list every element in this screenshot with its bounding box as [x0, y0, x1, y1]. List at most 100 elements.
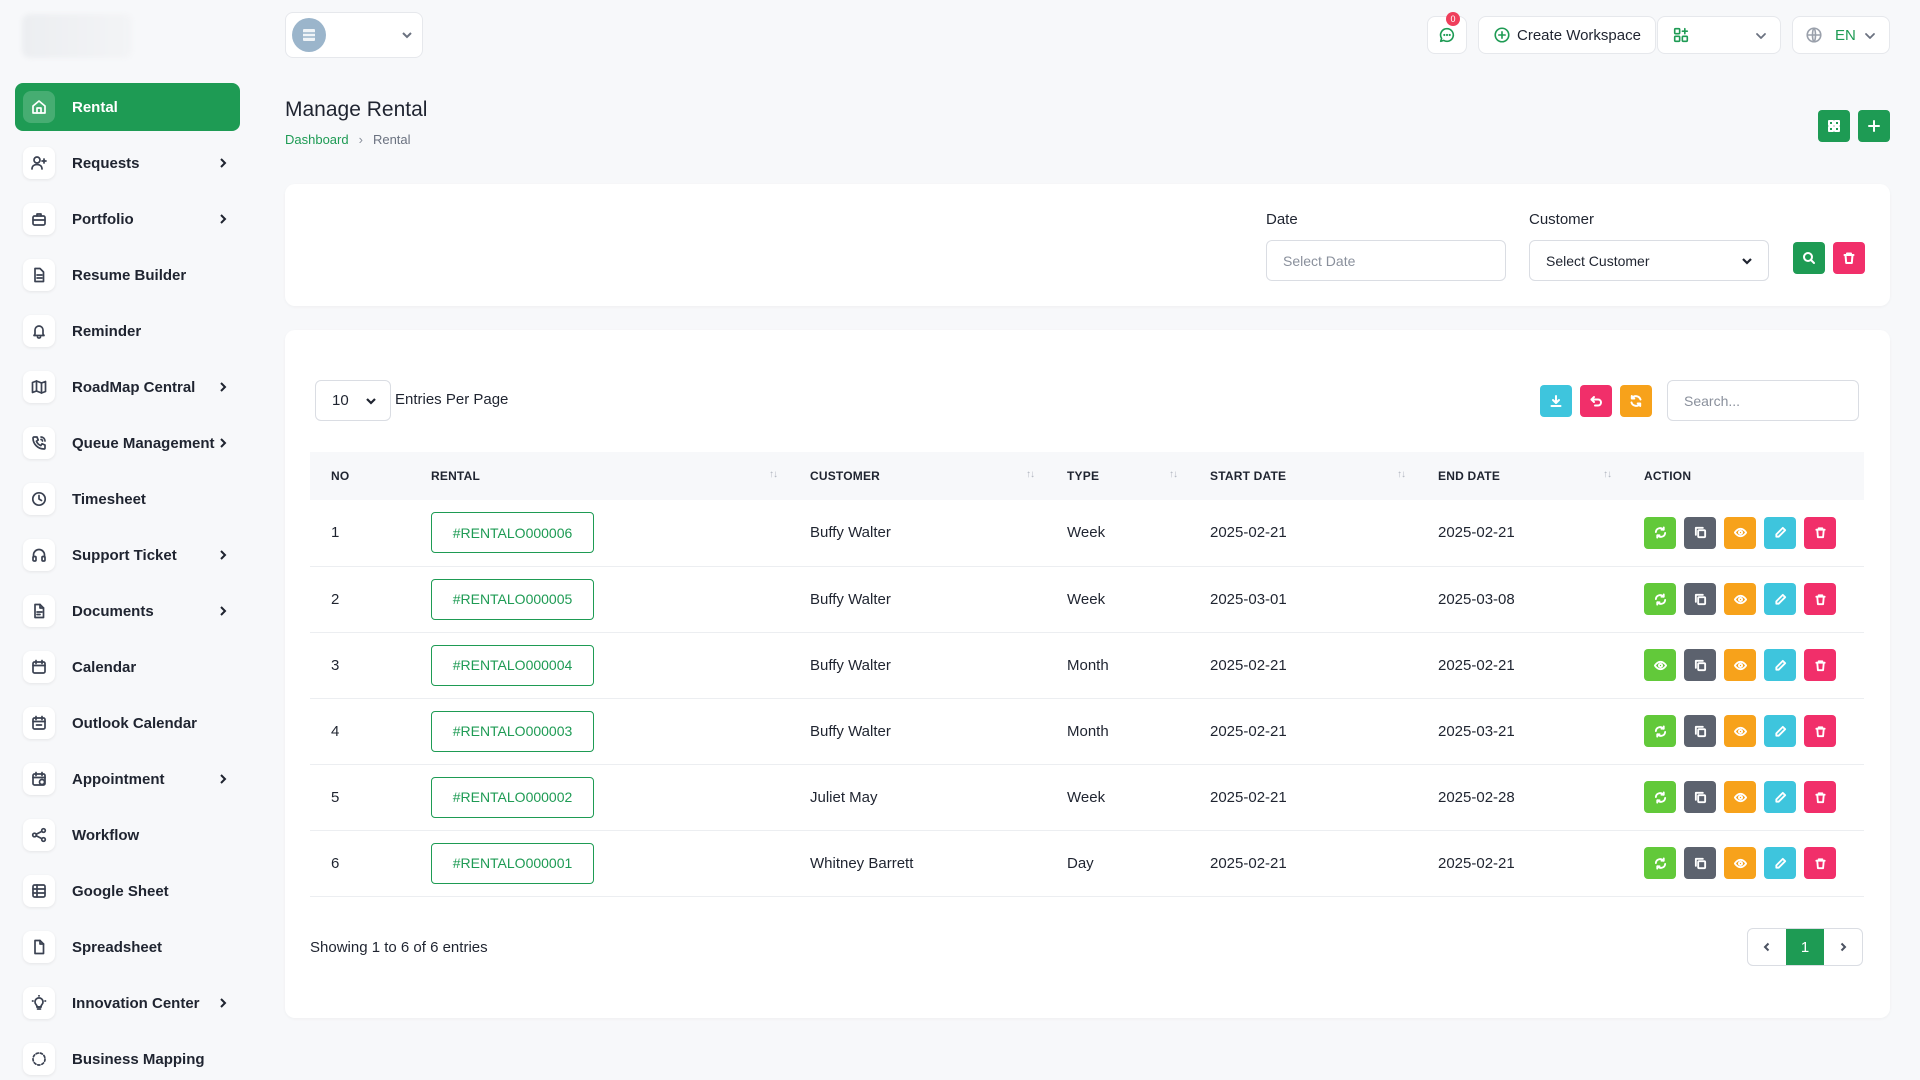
reload-button[interactable] — [1620, 385, 1652, 417]
duplicate-button[interactable] — [1684, 516, 1716, 549]
delete-button[interactable] — [1804, 583, 1836, 615]
view-button[interactable] — [1724, 847, 1756, 879]
apply-filter-button[interactable] — [1793, 242, 1825, 274]
view-button[interactable] — [1724, 649, 1756, 681]
sidebar-item-appointment[interactable]: Appointment — [15, 755, 240, 803]
add-rental-button[interactable] — [1858, 110, 1890, 142]
row-actions — [1644, 649, 1864, 681]
view-button[interactable] — [1724, 516, 1756, 549]
sidebar-item-resume-builder[interactable]: Resume Builder — [15, 251, 240, 299]
sidebar-item-label: Business Mapping — [72, 1050, 205, 1068]
delete-button[interactable] — [1804, 715, 1836, 747]
entries-per-page-value: 10 — [332, 392, 349, 409]
trash-icon — [1814, 857, 1826, 869]
sidebar-item-business-mapping[interactable]: Business Mapping — [15, 1035, 240, 1080]
sidebar-item-queue-management[interactable]: Queue Management — [15, 419, 240, 467]
date-filter-input[interactable]: Select Date — [1266, 240, 1506, 281]
column-header-customer[interactable]: CUSTOMER ↑↓ — [789, 452, 1046, 500]
rental-id-link[interactable]: #RENTALO000003 — [431, 710, 594, 752]
column-header-end-date[interactable]: END DATE ↑↓ — [1417, 452, 1623, 500]
duplicate-button[interactable] — [1684, 649, 1716, 681]
clear-filter-button[interactable] — [1833, 242, 1865, 274]
column-header-type[interactable]: TYPE ↑↓ — [1046, 452, 1189, 500]
toggle-status-button[interactable] — [1644, 516, 1676, 549]
sidebar-item-innovation-center[interactable]: Innovation Center — [15, 979, 240, 1027]
table-row: 4 #RENTALO000003 Buffy Walter Month 2025-02-… — [310, 698, 1864, 764]
sidebar-item-outlook-calendar[interactable]: Outlook Calendar — [15, 699, 240, 747]
undo-icon — [1590, 396, 1602, 407]
duplicate-button[interactable] — [1684, 847, 1716, 879]
breadcrumb-dashboard-link[interactable]: Dashboard — [285, 132, 349, 147]
toggle-status-button[interactable] — [1644, 847, 1676, 879]
sidebar-item-roadmap-central[interactable]: RoadMap Central — [15, 363, 240, 411]
cell-type: Month — [1046, 698, 1189, 764]
rental-id-link[interactable]: #RENTALO000004 — [431, 644, 594, 686]
cell-end-date-text: 2025-02-28 — [1438, 788, 1515, 806]
sidebar-item-rental[interactable]: Rental — [15, 83, 240, 131]
create-workspace-button[interactable]: Create Workspace — [1478, 16, 1656, 54]
duplicate-button[interactable] — [1684, 715, 1716, 747]
sidebar-item-google-sheet[interactable]: Google Sheet — [15, 867, 240, 915]
delete-button[interactable] — [1804, 781, 1836, 813]
edit-button[interactable] — [1764, 847, 1796, 879]
toggle-status-button[interactable] — [1644, 781, 1676, 813]
grid-view-button[interactable] — [1818, 110, 1850, 142]
messages-button[interactable]: 0 — [1427, 12, 1467, 54]
rental-id-link[interactable]: #RENTALO000001 — [431, 842, 594, 884]
sidebar-item-support-ticket[interactable]: Support Ticket — [15, 531, 240, 579]
cell-actions — [1623, 764, 1864, 830]
edit-button[interactable] — [1764, 781, 1796, 813]
sidebar-item-portfolio[interactable]: Portfolio — [15, 195, 240, 243]
next-page-button[interactable] — [1824, 929, 1862, 965]
edit-button[interactable] — [1764, 649, 1796, 681]
duplicate-button[interactable] — [1684, 781, 1716, 813]
sidebar-item-reminder[interactable]: Reminder — [15, 307, 240, 355]
eye-icon — [1733, 528, 1747, 538]
entries-per-page-select[interactable]: 10 — [315, 380, 391, 421]
sidebar-item-documents[interactable]: Documents — [15, 587, 240, 635]
briefcase-icon — [23, 203, 55, 235]
sidebar-item-calendar[interactable]: Calendar — [15, 643, 240, 691]
cell-rental: #RENTALO000002 — [410, 764, 789, 830]
sidebar-item-workflow[interactable]: Workflow — [15, 811, 240, 859]
export-button[interactable] — [1540, 385, 1572, 417]
delete-button[interactable] — [1804, 847, 1836, 879]
prev-page-button[interactable] — [1748, 929, 1786, 965]
rental-id-link[interactable]: #RENTALO000006 — [431, 512, 594, 554]
language-label: EN — [1835, 26, 1856, 44]
edit-button[interactable] — [1764, 516, 1796, 549]
customer-filter-label: Customer — [1529, 211, 1595, 228]
workspace-selector[interactable] — [285, 12, 423, 58]
sidebar-item-timesheet[interactable]: Timesheet — [15, 475, 240, 523]
rental-id-link[interactable]: #RENTALO000005 — [431, 578, 594, 620]
edit-button[interactable] — [1764, 715, 1796, 747]
column-header-rental[interactable]: RENTAL ↑↓ — [410, 452, 789, 500]
apps-dropdown[interactable] — [1657, 16, 1781, 54]
sidebar-item-spreadsheet[interactable]: Spreadsheet — [15, 923, 240, 971]
view-button[interactable] — [1724, 781, 1756, 813]
duplicate-button[interactable] — [1684, 583, 1716, 615]
copy-icon — [1694, 593, 1706, 605]
app-logo[interactable] — [22, 14, 132, 58]
customer-filter-select[interactable]: Select Customer — [1529, 240, 1769, 281]
toggle-status-button[interactable] — [1644, 715, 1676, 747]
cell-actions — [1623, 632, 1864, 698]
column-header-start-date[interactable]: START DATE ↑↓ — [1189, 452, 1417, 500]
rental-id-link[interactable]: #RENTALO000002 — [431, 776, 594, 818]
table-search-input[interactable]: Search... — [1667, 380, 1859, 421]
toggle-status-button[interactable] — [1644, 583, 1676, 615]
sidebar-item-label: Workflow — [72, 826, 140, 844]
language-selector[interactable]: EN — [1792, 16, 1890, 54]
view-button[interactable] — [1724, 715, 1756, 747]
page-1-button[interactable]: 1 — [1786, 929, 1824, 965]
edit-button[interactable] — [1764, 583, 1796, 615]
delete-button[interactable] — [1804, 649, 1836, 681]
delete-button[interactable] — [1804, 516, 1836, 549]
sidebar-item-requests[interactable]: Requests — [15, 139, 240, 187]
column-header-label: NO — [331, 469, 350, 483]
toggle-status-button[interactable] — [1644, 649, 1676, 681]
reset-button[interactable] — [1580, 385, 1612, 417]
sidebar-item-label: Innovation Center — [72, 994, 200, 1012]
cell-customer-text: Whitney Barrett — [810, 854, 914, 872]
view-button[interactable] — [1724, 583, 1756, 615]
